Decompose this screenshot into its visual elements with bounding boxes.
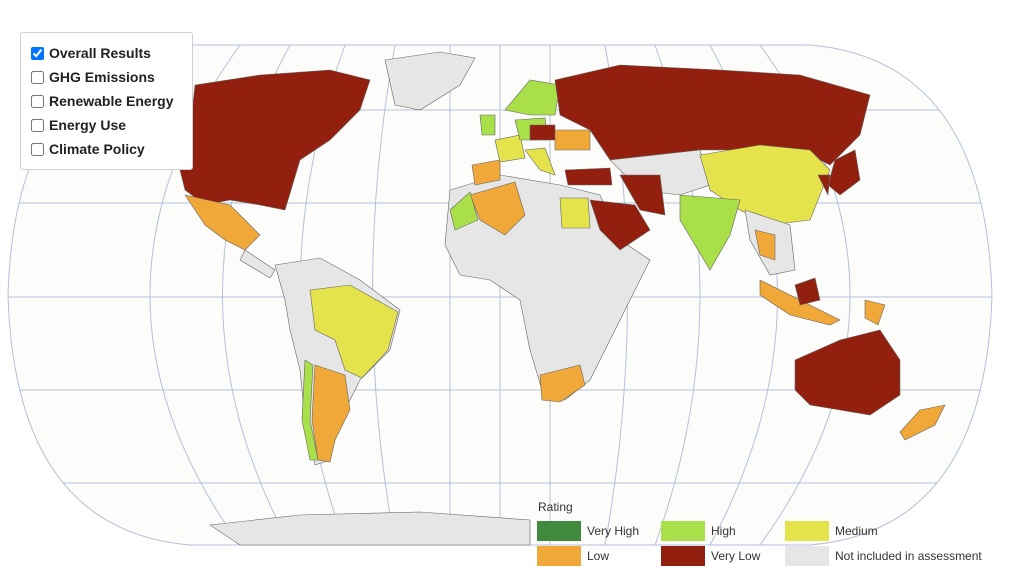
legend-label: Medium (835, 524, 878, 538)
country (444, 174, 651, 401)
legend-label: Not included in assessment (835, 549, 982, 563)
layer-option[interactable]: GHG Emissions (31, 65, 192, 89)
checkbox[interactable] (31, 142, 44, 156)
legend-title: Rating (538, 500, 573, 514)
legend-label: High (711, 524, 736, 538)
country (864, 299, 886, 326)
legend-swatch (785, 546, 829, 566)
legend-swatch (661, 521, 705, 541)
layer-label: GHG Emissions (49, 69, 155, 85)
legend-item: Medium (785, 521, 878, 541)
country (184, 194, 261, 251)
country (564, 167, 613, 186)
country (301, 359, 319, 461)
layer-label: Renewable Energy (49, 93, 174, 109)
country (479, 114, 496, 136)
layer-option[interactable]: Energy Use (31, 113, 192, 137)
country (679, 194, 741, 271)
country (817, 174, 831, 197)
country (794, 277, 821, 306)
country (794, 329, 901, 416)
country (524, 147, 556, 176)
country (504, 79, 561, 116)
layer-label: Energy Use (49, 117, 127, 133)
layer-panel: Overall Results GHG Emissions Renewable En… (20, 32, 193, 170)
legend-item: High (661, 521, 736, 541)
country (899, 404, 946, 441)
country (754, 229, 776, 261)
country (494, 134, 526, 163)
legend-swatch (785, 521, 829, 541)
checkbox[interactable] (31, 118, 44, 132)
country (179, 69, 371, 211)
legend-swatch (537, 546, 581, 566)
layer-label: Climate Policy (49, 141, 145, 157)
country (619, 174, 666, 216)
legend-label: Very High (587, 524, 640, 538)
country (529, 124, 556, 141)
legend-label: Low (587, 549, 610, 563)
layer-label: Overall Results (49, 45, 151, 61)
layer-option[interactable]: Renewable Energy (31, 89, 192, 113)
country (209, 511, 531, 546)
country (239, 249, 276, 279)
country (471, 159, 501, 186)
legend-item: Not included in assessment (785, 546, 982, 566)
country (539, 364, 586, 403)
layer-option[interactable]: Overall Results (31, 41, 192, 65)
country (311, 364, 351, 463)
country (589, 199, 651, 251)
legend-item: Very Low (661, 546, 760, 566)
country (309, 284, 399, 379)
country (469, 181, 526, 236)
legend-item: Very High (537, 521, 639, 541)
country (384, 51, 476, 111)
checkbox[interactable] (31, 70, 44, 84)
layer-option[interactable]: Climate Policy (31, 137, 192, 161)
countries (179, 51, 946, 546)
legend-swatch (537, 521, 581, 541)
country (554, 129, 591, 151)
checkbox[interactable] (31, 46, 44, 60)
legend-swatch (661, 546, 705, 566)
country (559, 197, 591, 229)
checkbox[interactable] (31, 94, 44, 108)
legend: Rating Very High High Medium Low Very Low Not… (532, 497, 1002, 572)
country (449, 191, 479, 231)
legend-item: Low (537, 546, 609, 566)
legend-label: Very Low (711, 549, 761, 563)
